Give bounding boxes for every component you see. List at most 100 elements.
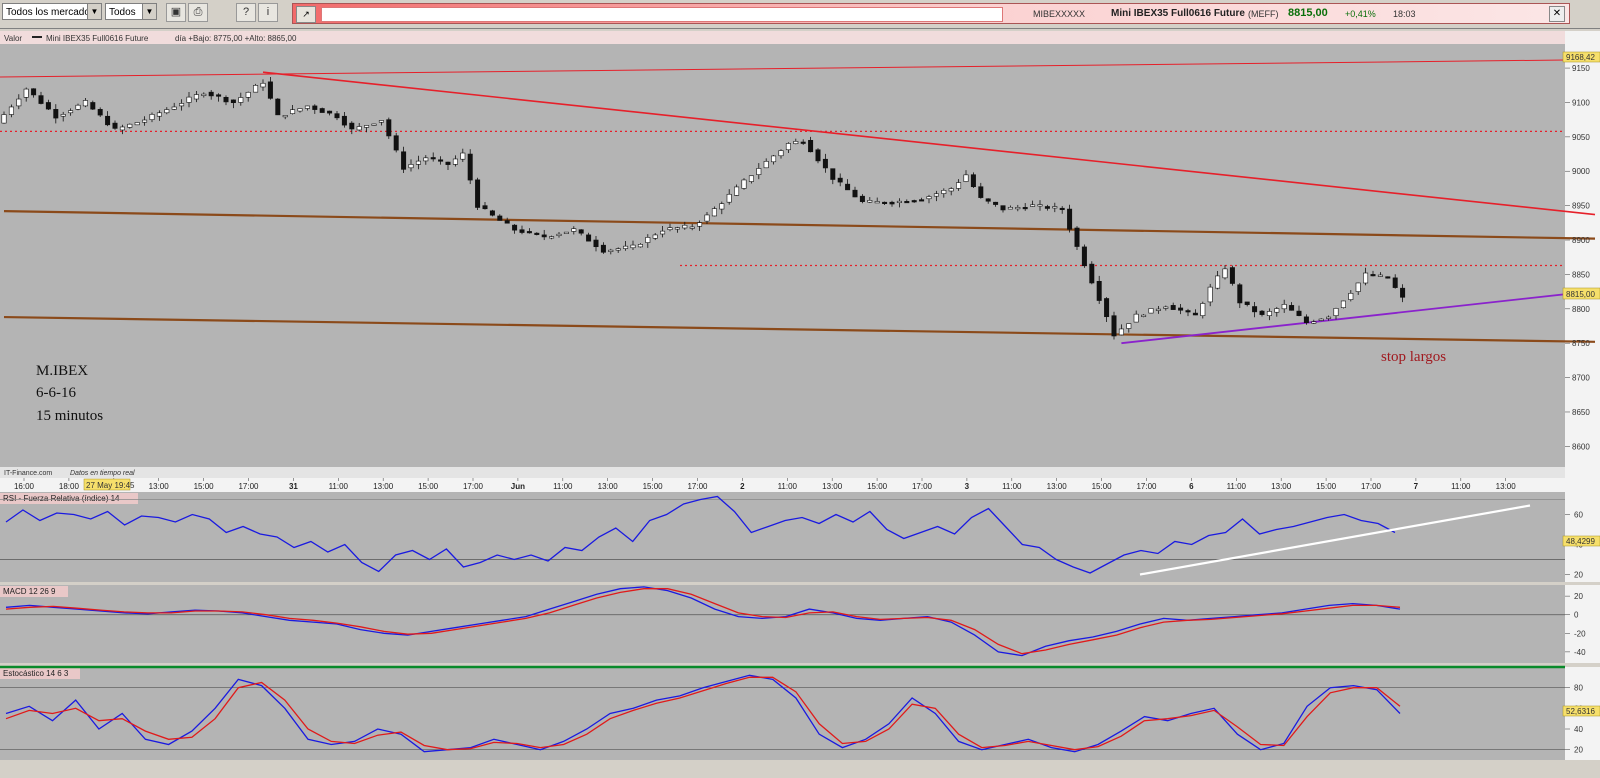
candle-body [112, 122, 118, 129]
candle-body [1118, 328, 1124, 336]
candle-body [815, 149, 821, 162]
candle-body [867, 200, 873, 203]
price-tick-label: 8700 [1572, 374, 1590, 383]
candle-body [970, 174, 976, 188]
candle-body [1274, 308, 1280, 313]
candle-body [31, 88, 37, 96]
candle-body [889, 201, 895, 205]
quote-input[interactable] [321, 7, 1003, 22]
candle-body [1252, 306, 1258, 313]
candle-body [704, 214, 710, 222]
info-button[interactable]: i [258, 3, 278, 22]
candle-body [1289, 305, 1295, 311]
time-tick-label: 13:00 [149, 482, 170, 491]
candle-body [697, 222, 703, 227]
price-tick-label: 8750 [1572, 339, 1590, 348]
top-red-line [0, 59, 1566, 78]
price-tick-label: 9000 [1572, 167, 1590, 176]
candle-body [512, 224, 518, 231]
candle-body [223, 97, 229, 103]
candle-body [253, 85, 259, 93]
candle-body [497, 215, 503, 221]
macd-panel[interactable] [0, 585, 1565, 663]
candle-body [164, 109, 170, 114]
candle-body [312, 105, 318, 110]
candle-body [430, 157, 436, 160]
candle-body [919, 199, 925, 202]
stoch-panel[interactable] [0, 667, 1565, 760]
candle-body [275, 98, 281, 116]
print-button[interactable]: ⎙ [188, 3, 208, 22]
market-filter-select[interactable]: Todos los mercados ▼ [2, 3, 102, 20]
candle-body [445, 161, 451, 165]
candle-body [504, 220, 510, 224]
price-panel[interactable] [0, 44, 1565, 467]
candle-body [1141, 314, 1147, 317]
candle-body [993, 201, 999, 205]
stop-annotation: stop largos [1381, 349, 1446, 365]
candle-body [179, 103, 185, 107]
candle-body [282, 115, 288, 118]
candle-body [1340, 300, 1346, 308]
status-strip [0, 760, 1600, 778]
save-button[interactable]: ▣ [166, 3, 186, 22]
candle-body [571, 228, 577, 232]
candle-body [734, 186, 740, 196]
candle-body [105, 115, 111, 126]
realtime-label: Datos en tiempo real [70, 470, 135, 477]
candle-body [171, 106, 177, 110]
legend-series: Mini IBEX35 Full0616 Future [46, 34, 149, 43]
candle-body [859, 195, 865, 202]
time-tick-label: Jun [511, 482, 525, 491]
rsi-panel[interactable] [0, 492, 1565, 582]
close-button[interactable]: ✕ [1549, 6, 1565, 22]
candle-body [378, 120, 384, 123]
candle-body [615, 248, 621, 251]
candle-body [1022, 207, 1028, 210]
print-icon: ⎙ [193, 6, 203, 18]
chevron-down-icon[interactable]: ▼ [142, 4, 156, 19]
candle-body [90, 102, 96, 110]
rsi-title-bg [0, 493, 138, 504]
legend-prefix: Valor [4, 34, 22, 43]
candle-body [526, 231, 532, 234]
time-tick-label: 15:00 [643, 482, 664, 491]
candle-body [238, 97, 244, 103]
chart-window-icon[interactable]: ↗ [296, 6, 316, 23]
candle-body [68, 110, 74, 114]
help-button[interactable]: ? [236, 3, 256, 22]
chevron-down-icon[interactable]: ▼ [87, 4, 101, 19]
candle-body [623, 245, 629, 249]
candle-body [593, 239, 599, 248]
Signal-line [5, 588, 1401, 655]
candle-body [156, 112, 162, 117]
candle-body [793, 141, 799, 145]
candle-body [1400, 287, 1406, 298]
last-price-label: 8815,00 [1566, 290, 1595, 299]
candle-body [541, 234, 547, 238]
time-tick-label: 11:00 [1451, 482, 1471, 491]
time-axis [0, 478, 1600, 492]
candle-body [904, 201, 910, 204]
candle-body [911, 200, 917, 203]
type-filter-select[interactable]: Todos ▼ [105, 3, 157, 20]
time-tick-label: 13:00 [373, 482, 394, 491]
time-tick-label: 17:00 [463, 482, 484, 491]
candle-body [475, 179, 481, 208]
candle-body [1370, 274, 1376, 277]
time-tick-label: 7 [1414, 482, 1419, 491]
annotation-line-2: 6-6-16 [36, 385, 76, 401]
candle-body [438, 159, 444, 162]
candle-body [75, 104, 81, 110]
stoch-title-bg [0, 668, 80, 679]
candle-body [1200, 303, 1206, 316]
quote-market: (MEFF) [1248, 9, 1279, 19]
candle-body [216, 94, 222, 97]
time-tick-label: 16:00 [14, 482, 35, 491]
quote-change: +0,41% [1345, 9, 1376, 19]
time-tick-label: 18:00 [59, 482, 80, 491]
candle-body [1044, 206, 1050, 209]
candle-body [415, 160, 421, 165]
candle-body [1296, 310, 1302, 316]
